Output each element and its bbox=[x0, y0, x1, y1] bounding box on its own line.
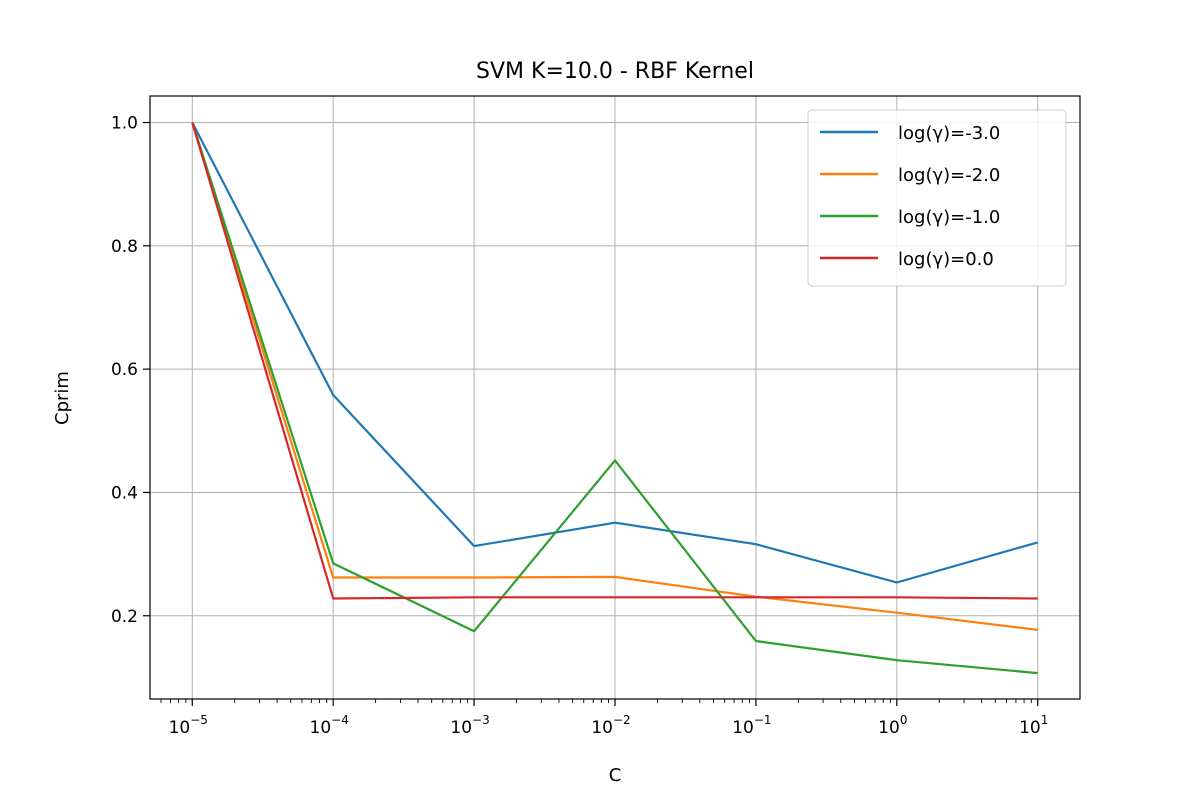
x-tick-label: 100 bbox=[878, 713, 907, 738]
legend-label: log(γ)=0.0 bbox=[898, 249, 994, 270]
series-line-1 bbox=[191, 122, 1038, 631]
x-tick-label: 10−3 bbox=[450, 713, 489, 738]
y-tick-label: 0.8 bbox=[111, 237, 138, 257]
x-tick-label: 10−4 bbox=[310, 713, 349, 738]
x-axis: 10−5 10−4 10−3 10−2 10−1 100 101 bbox=[160, 699, 1048, 738]
chart-title: SVM K=10.0 - RBF Kernel bbox=[476, 59, 754, 84]
series-line-3 bbox=[191, 122, 1038, 600]
x-tick-label: 10−1 bbox=[732, 713, 771, 738]
y-tick-label: 1.0 bbox=[111, 114, 138, 134]
legend-label: log(γ)=-2.0 bbox=[898, 165, 1000, 186]
y-axis: 0.2 0.4 0.6 0.8 1.0 bbox=[111, 114, 150, 627]
legend: log(γ)=-3.0 log(γ)=-2.0 log(γ)=-1.0 log(γ)=… bbox=[807, 109, 1067, 287]
series-line-0 bbox=[191, 121, 1039, 584]
x-axis-label: C bbox=[609, 765, 622, 786]
y-tick-label: 0.2 bbox=[111, 607, 138, 627]
legend-label: log(γ)=-3.0 bbox=[898, 123, 1000, 144]
x-tick-label: 10−2 bbox=[591, 713, 630, 738]
legend-box bbox=[807, 109, 1067, 287]
legend-label: log(γ)=-1.0 bbox=[898, 207, 1000, 228]
series-layer bbox=[191, 121, 1039, 675]
y-tick-label: 0.6 bbox=[111, 360, 138, 380]
x-tick-label: 10−5 bbox=[169, 713, 208, 738]
x-tick-label: 101 bbox=[1019, 713, 1048, 738]
y-tick-label: 0.4 bbox=[111, 483, 138, 503]
series-line-2 bbox=[191, 122, 1038, 675]
y-axis-label: Cprim bbox=[52, 371, 73, 425]
